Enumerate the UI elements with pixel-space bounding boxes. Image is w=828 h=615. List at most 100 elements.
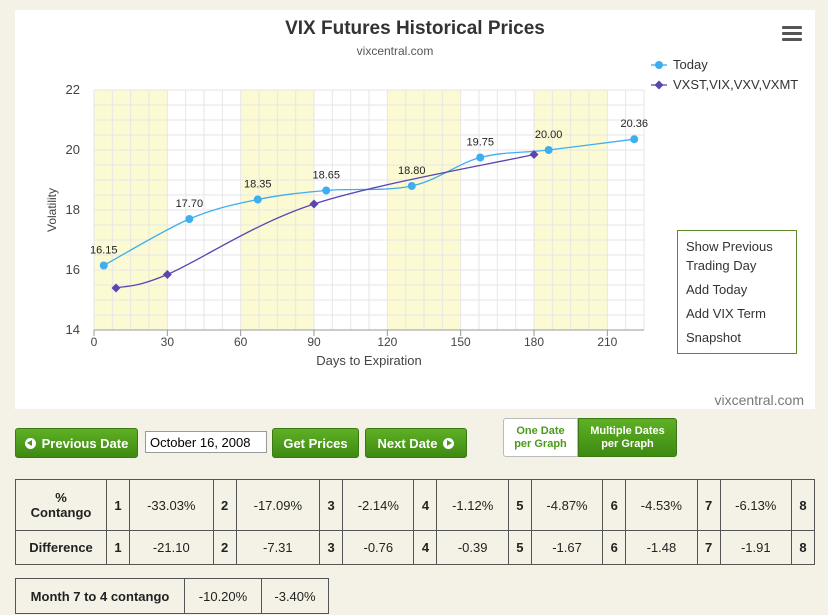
contango-header-line1: % <box>55 490 67 505</box>
y-tick-label: 18 <box>66 202 80 217</box>
difference-value: -0.39 <box>436 530 509 565</box>
previous-date-label: Previous Date <box>41 435 129 451</box>
next-date-label: Next Date <box>377 435 438 451</box>
legend-label: Today <box>673 57 708 72</box>
chart-title: VIX Futures Historical Prices <box>285 18 545 39</box>
data-point <box>529 150 539 159</box>
legend-marker <box>655 61 663 69</box>
difference-row: Difference 1 -21.10 2 -7.31 3 -0.76 4 -0… <box>15 530 815 565</box>
month-contango-label: Month 7 to 4 contango <box>15 578 185 614</box>
toggle-multi-line2: per Graph <box>601 437 654 450</box>
month-num: 2 <box>212 479 237 531</box>
chart-subtitle: vixcentral.com <box>357 44 434 58</box>
menu-item-show-previous[interactable]: Show Previous Trading Day <box>686 239 773 273</box>
date-input[interactable] <box>145 431 267 453</box>
month-num: 3 <box>319 530 344 565</box>
y-tick-label: 20 <box>66 142 80 157</box>
data-point <box>253 195 262 204</box>
chart-panel: 0 30 60 90 120 150 180 210 14 16 18 20 22 VIX Futures… <box>15 10 815 409</box>
month-num: 8 <box>791 479 815 531</box>
next-date-button[interactable]: Next Date <box>365 428 467 458</box>
contango-value: -2.14% <box>342 479 415 531</box>
difference-value: -1.91 <box>719 530 793 565</box>
data-label: 18.35 <box>244 179 272 191</box>
month-num: 6 <box>602 479 627 531</box>
month-num: 2 <box>212 530 237 565</box>
data-point <box>407 182 416 190</box>
contango-table: % Contango 1 -33.03% 2 -17.09% 3 -2.14% … <box>15 479 815 565</box>
difference-value: -0.76 <box>342 530 415 565</box>
y-tick-label: 22 <box>66 82 80 97</box>
difference-value: -21.10 <box>129 530 214 565</box>
contango-header-line2: Contango <box>30 505 92 520</box>
contango-value: -17.09% <box>235 479 321 531</box>
series-line <box>115 153 535 289</box>
get-prices-button[interactable]: Get Prices <box>272 428 359 458</box>
data-point <box>162 270 172 279</box>
month-num: 7 <box>696 530 721 565</box>
y-tick-label: 14 <box>66 322 80 337</box>
data-label: 20.00 <box>535 129 563 141</box>
menu-item-add-today[interactable]: Add Today <box>686 282 748 297</box>
y-tick-label: 16 <box>66 262 80 277</box>
menu-item-add-vix-term[interactable]: Add VIX Term <box>686 306 766 321</box>
month-num: 4 <box>413 530 438 565</box>
data-label: 20.36 <box>620 118 648 130</box>
contango-header: % Contango <box>15 479 107 531</box>
y-axis-title: Volatility <box>45 188 59 232</box>
previous-date-button[interactable]: Previous Date <box>15 428 138 458</box>
price-chart: 0 30 60 90 120 150 180 210 14 16 18 20 22 VIX Futures… <box>45 18 798 368</box>
month-contango-table: Month 7 to 4 contango -10.20% -3.40% <box>15 578 329 614</box>
x-axis-title: Days to Expiration <box>316 353 422 368</box>
x-tick-label: 120 <box>377 335 397 349</box>
month-contango-value: -3.40% <box>261 578 329 614</box>
data-label: 17.70 <box>176 198 204 210</box>
legend-label: VXST,VIX,VXV,VXMT <box>673 77 798 92</box>
x-tick-label: 30 <box>161 335 175 349</box>
month-num: 1 <box>106 479 130 531</box>
arrow-left-icon <box>24 437 36 449</box>
data-point <box>111 283 121 293</box>
contango-value: -1.12% <box>436 479 509 531</box>
difference-header: Difference <box>15 530 107 565</box>
chart-credit[interactable]: vixcentral.com <box>714 392 804 408</box>
x-tick-label: 90 <box>307 335 321 349</box>
difference-value: -1.48 <box>625 530 698 565</box>
difference-value: -7.31 <box>235 530 321 565</box>
data-point <box>322 186 331 195</box>
contango-value: -4.53% <box>625 479 698 531</box>
contango-value: -4.87% <box>530 479 604 531</box>
month-contango-value: -10.20% <box>184 578 262 614</box>
data-point <box>185 215 194 223</box>
month-num: 5 <box>507 479 532 531</box>
data-point <box>309 199 319 209</box>
data-point <box>476 153 485 162</box>
month-num: 4 <box>413 479 438 531</box>
toggle-one-line1: One Date <box>516 424 565 437</box>
month-num: 8 <box>791 530 815 565</box>
data-point <box>544 146 553 154</box>
month-num: 7 <box>696 479 721 531</box>
x-tick-label: 150 <box>451 335 471 349</box>
one-date-per-graph-toggle[interactable]: One Date per Graph <box>503 418 578 457</box>
toggle-one-line2: per Graph <box>514 437 567 450</box>
get-prices-label: Get Prices <box>283 435 348 451</box>
contango-value: -6.13% <box>719 479 793 531</box>
menu-icon[interactable] <box>782 26 802 44</box>
x-tick-label: 180 <box>524 335 544 349</box>
month-contango-row: Month 7 to 4 contango -10.20% -3.40% <box>15 578 329 614</box>
contango-value: -33.03% <box>129 479 214 531</box>
legend-marker <box>654 80 664 90</box>
data-point <box>630 135 639 144</box>
month-num: 5 <box>507 530 532 565</box>
difference-value: -1.67 <box>530 530 604 565</box>
data-point <box>99 261 108 270</box>
multiple-dates-per-graph-toggle[interactable]: Multiple Dates per Graph <box>578 418 677 457</box>
data-label: 18.65 <box>312 170 340 182</box>
x-tick-label: 210 <box>597 335 617 349</box>
arrow-right-icon <box>443 437 455 449</box>
data-label: 19.75 <box>466 137 494 149</box>
menu-item-snapshot[interactable]: Snapshot <box>686 330 741 345</box>
month-num: 1 <box>106 530 130 565</box>
data-label: 18.80 <box>398 165 426 177</box>
